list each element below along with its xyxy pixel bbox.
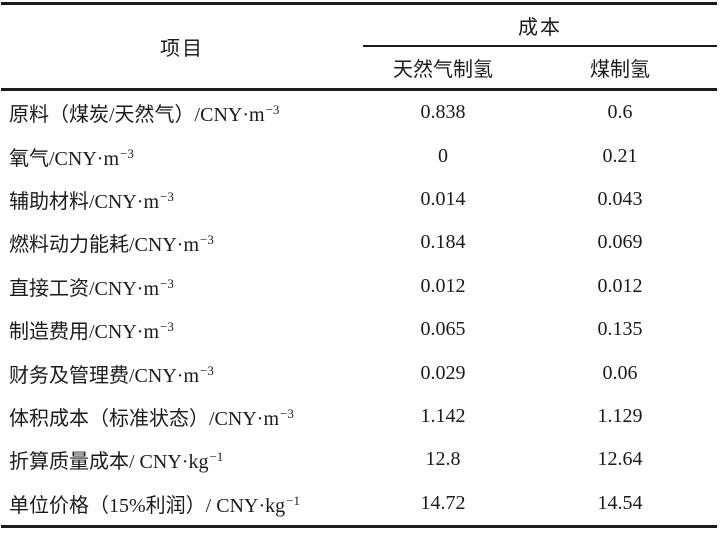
gas-value: 0 <box>438 144 448 167</box>
gas-value: 12.8 <box>425 448 461 471</box>
row-label: 辅助材料/CNY·m−3 <box>1 185 363 214</box>
table-row: 制造费用/CNY·m−3 0.065 0.135 <box>1 308 717 351</box>
table-row: 燃料动力能耗/CNY·m−3 0.184 0.069 <box>1 221 717 264</box>
row-label-text: 直接工资/CNY·m <box>9 277 159 300</box>
coal-value: 0.21 <box>602 144 638 167</box>
table-body: 原料（煤炭/天然气）/CNY·m−3 0.838 0.6 氧气/CNY·m−3 … <box>1 91 717 528</box>
row-label-text: 折算质量成本/ CNY·kg <box>9 451 209 474</box>
gas-value: 0.065 <box>420 318 466 341</box>
table-row: 原料（煤炭/天然气）/CNY·m−3 0.838 0.6 <box>1 91 717 134</box>
row-label: 原料（煤炭/天然气）/CNY·m−3 <box>1 98 363 127</box>
coal-value: 0.012 <box>597 274 643 297</box>
row-label: 燃料动力能耗/CNY·m−3 <box>1 228 363 257</box>
header-cost-label: 成本 <box>518 16 562 39</box>
row-label: 折算质量成本/ CNY·kg−1 <box>1 445 363 474</box>
coal-value: 0.06 <box>602 361 638 384</box>
unit-exponent: −3 <box>160 188 174 204</box>
table-row: 氧气/CNY·m−3 0 0.21 <box>1 134 717 177</box>
header-cost-section: 成本 天然气制氢 煤制氢 <box>363 5 717 88</box>
coal-value: 0.6 <box>607 101 633 124</box>
table-row: 单位价格（15%利润）/ CNY·kg−1 14.72 14.54 <box>1 482 717 525</box>
unit-exponent: −3 <box>200 362 214 378</box>
row-label: 体积成本（标准状态）/CNY·m−3 <box>1 402 363 431</box>
table-row: 财务及管理费/CNY·m−3 0.029 0.06 <box>1 351 717 394</box>
coal-value: 1.129 <box>597 404 643 427</box>
coal-value: 0.043 <box>597 187 643 210</box>
header-cost-group: 成本 <box>363 5 717 47</box>
row-label-text: 氧气/CNY·m <box>9 147 119 170</box>
cost-comparison-table: 项目 成本 天然气制氢 煤制氢 原料（煤炭/天然气）/CNY·m−3 0.838… <box>1 2 717 528</box>
table-header: 项目 成本 天然气制氢 煤制氢 <box>1 5 717 91</box>
unit-exponent: −3 <box>120 145 134 161</box>
coal-value: 0.135 <box>597 318 643 341</box>
row-label: 制造费用/CNY·m−3 <box>1 315 363 344</box>
coal-value: 0.069 <box>597 231 643 254</box>
row-label-text: 燃料动力能耗/CNY·m <box>9 234 199 257</box>
header-coal-column: 煤制氢 <box>590 59 650 81</box>
gas-value: 14.72 <box>420 491 466 514</box>
unit-exponent: −3 <box>160 275 174 291</box>
coal-value: 12.64 <box>597 448 643 471</box>
coal-value: 14.54 <box>597 491 643 514</box>
unit-exponent: −1 <box>286 492 300 508</box>
unit-exponent: −3 <box>160 319 174 335</box>
gas-value: 0.029 <box>420 361 466 384</box>
row-label-text: 财务及管理费/CNY·m <box>9 364 199 387</box>
header-item-column: 项目 <box>1 5 363 88</box>
table-row: 体积成本（标准状态）/CNY·m−3 1.142 1.129 <box>1 395 717 438</box>
header-gas-column: 天然气制氢 <box>393 59 493 81</box>
row-label-text: 原料（煤炭/天然气）/CNY·m <box>9 104 265 127</box>
row-label-text: 辅助材料/CNY·m <box>9 190 159 213</box>
header-subcolumns: 天然气制氢 煤制氢 <box>363 47 717 88</box>
unit-exponent: −3 <box>280 405 294 421</box>
table-row: 折算质量成本/ CNY·kg−1 12.8 12.64 <box>1 438 717 481</box>
gas-value: 1.142 <box>420 404 466 427</box>
row-label-text: 单位价格（15%利润）/ CNY·kg <box>9 494 286 517</box>
row-label: 直接工资/CNY·m−3 <box>1 272 363 301</box>
row-label: 氧气/CNY·m−3 <box>1 142 363 171</box>
unit-exponent: −3 <box>200 232 214 248</box>
row-label-text: 体积成本（标准状态）/CNY·m <box>9 407 279 430</box>
header-item-label: 项目 <box>160 38 204 60</box>
table-row: 辅助材料/CNY·m−3 0.014 0.043 <box>1 178 717 221</box>
row-label-text: 制造费用/CNY·m <box>9 321 159 344</box>
gas-value: 0.184 <box>420 231 466 254</box>
unit-exponent: −3 <box>265 102 280 118</box>
gas-value: 0.012 <box>420 274 466 297</box>
row-label: 财务及管理费/CNY·m−3 <box>1 359 363 388</box>
unit-exponent: −1 <box>209 449 224 465</box>
row-label: 单位价格（15%利润）/ CNY·kg−1 <box>1 489 363 518</box>
gas-value: 0.838 <box>420 101 466 124</box>
gas-value: 0.014 <box>420 187 466 210</box>
table-row: 直接工资/CNY·m−3 0.012 0.012 <box>1 265 717 308</box>
